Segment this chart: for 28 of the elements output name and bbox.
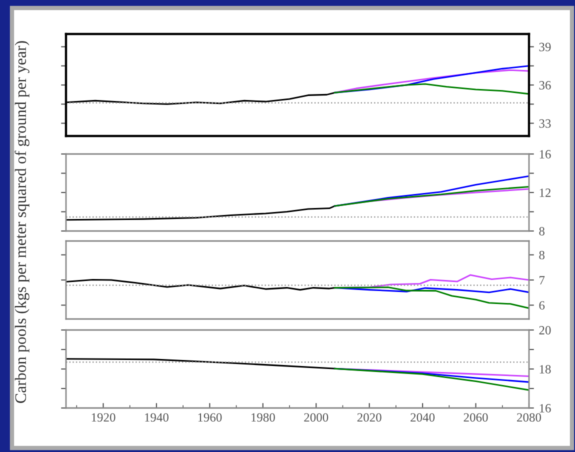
line-series [66, 278, 336, 291]
y-tick-label: 18 [540, 365, 551, 374]
y-tick-label: 20 [539, 326, 551, 334]
y-tick-label: 12 [540, 188, 551, 197]
x-tick-label: 2080 [517, 413, 542, 422]
x-tick-label: 2020 [357, 413, 382, 422]
x-tick-label: 2060 [464, 413, 488, 422]
y-tick-label: 36 [539, 81, 551, 90]
line-series [334, 368, 529, 391]
y-tick-label: 16 [540, 150, 551, 158]
y-tick-label: 16 [540, 404, 551, 412]
y-tick-label: 7 [540, 276, 545, 284]
x-tick-label: 2040 [410, 413, 435, 422]
y-tick-label: 8 [539, 227, 544, 236]
line-series [334, 286, 529, 309]
line-series [66, 205, 336, 221]
x-tick-label: 1940 [145, 413, 168, 422]
line-series [66, 358, 336, 370]
y-tick-label: 39 [539, 42, 551, 52]
y-axis-title: Carbon pools (kgs per meter squared of ground per year) [14, 41, 30, 403]
x-tick-label: 2000 [304, 413, 328, 422]
y-tick-label: 33 [539, 119, 551, 128]
x-tick-label: 1980 [252, 413, 275, 422]
y-tick-label: 8 [539, 250, 544, 260]
y-tick-label: 6 [539, 301, 545, 310]
x-tick-label: 1960 [198, 413, 222, 422]
x-tick-label: 1920 [92, 413, 116, 422]
line-series [334, 83, 529, 95]
